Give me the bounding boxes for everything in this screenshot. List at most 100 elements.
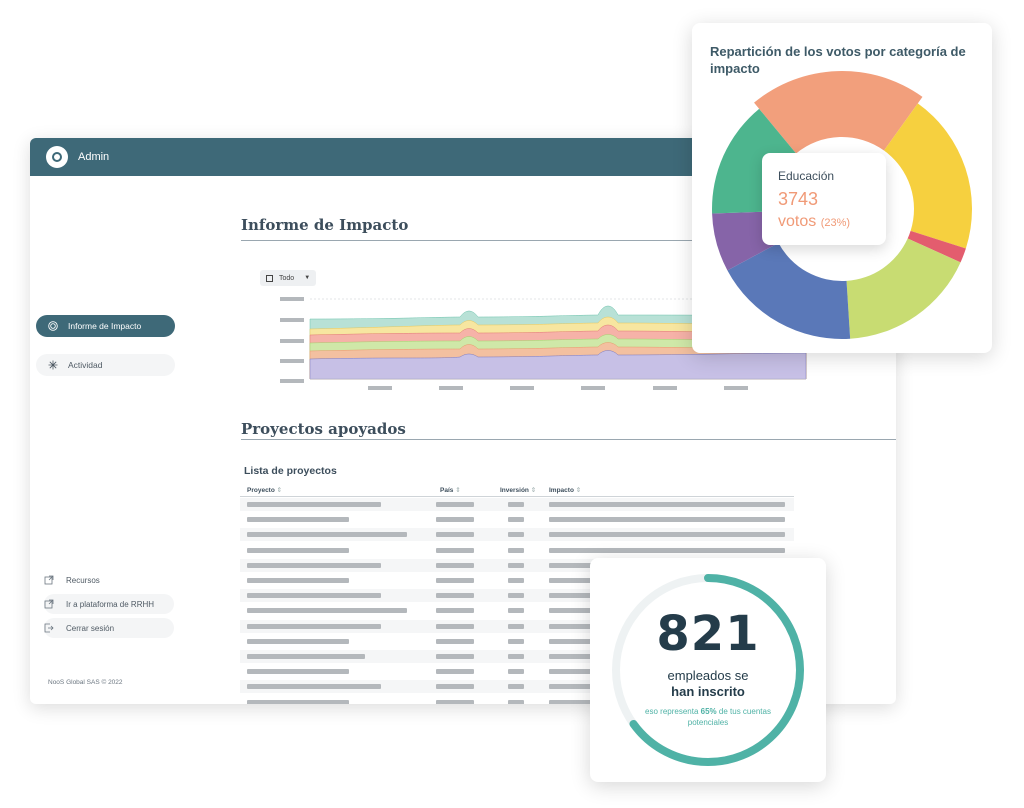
note-text: de tus cuentas potenciales (687, 707, 771, 727)
target-icon (48, 321, 58, 331)
table-row[interactable] (240, 544, 794, 557)
x-tick-placeholders (368, 386, 748, 390)
donut-slice[interactable] (754, 71, 923, 154)
donut-title: Repartición de los votos por categoría d… (710, 44, 966, 76)
progress-ring (612, 574, 804, 766)
cell-placeholder (436, 593, 474, 599)
donut-slice[interactable] (883, 103, 972, 249)
cell-placeholder (436, 654, 474, 659)
donut-slice[interactable] (727, 242, 851, 339)
cell-placeholder (508, 502, 524, 507)
external-link-icon (44, 575, 54, 585)
logo-icon[interactable] (46, 146, 68, 168)
cell-placeholder (508, 669, 524, 675)
link-plataforma-rrhh[interactable]: Ir a plataforma de RRHH (44, 594, 174, 614)
sidebar-item-informe-de-impacto[interactable]: Informe de Impacto (36, 315, 175, 337)
cell-placeholder (508, 532, 524, 538)
cell-placeholder (508, 699, 524, 704)
donut-slice[interactable] (712, 108, 797, 214)
cell-placeholder (247, 623, 381, 629)
cell-placeholder (549, 517, 785, 523)
external-link-icon (44, 599, 54, 609)
column-header-inversion[interactable]: Inversión ⇕ (500, 487, 537, 494)
cell-placeholder (436, 502, 474, 507)
link-label: Ir a plataforma de RRHH (66, 599, 155, 609)
sidebar-item-label: Informe de Impacto (68, 321, 142, 331)
cell-placeholder (508, 593, 524, 599)
column-label: Impacto (549, 487, 574, 494)
cell-placeholder (436, 517, 474, 523)
table-row[interactable] (240, 513, 794, 526)
stat-line-1: empleados se (667, 668, 749, 683)
cell-placeholder (436, 684, 474, 690)
cell-placeholder (508, 517, 524, 523)
cell-placeholder (247, 562, 381, 568)
cell-placeholder (549, 547, 785, 553)
y-tick (280, 379, 304, 383)
tooltip-unit-row: votos (23%) (778, 213, 850, 231)
x-tick (653, 386, 677, 390)
table-row[interactable] (240, 498, 794, 511)
donut-tooltip: Educación 3743 votos (23%) (762, 153, 886, 245)
cell-placeholder (508, 547, 524, 553)
link-cerrar-sesion[interactable]: Cerrar sesión (44, 618, 174, 638)
stat-line-2: han inscrito (671, 684, 745, 699)
chevron-down-icon: ▼ (304, 275, 311, 281)
cell-placeholder (436, 547, 474, 553)
tooltip-category: Educación (778, 169, 835, 183)
cell-placeholder (436, 532, 474, 538)
tooltip-unit: votos (778, 213, 817, 230)
copyright: NooS Global SAS © 2022 (48, 679, 123, 686)
table-row[interactable] (240, 528, 794, 542)
brand-label: Admin (78, 151, 110, 163)
impact-stream-chart (280, 297, 807, 390)
cell-placeholder (549, 532, 785, 538)
cell-placeholder (436, 638, 474, 644)
cell-placeholder (247, 699, 349, 704)
stat-number: 821 (656, 606, 760, 662)
column-header-impacto[interactable]: Impacto ⇕ (549, 487, 582, 494)
table-header-divider (240, 496, 794, 497)
cell-placeholder (508, 608, 524, 614)
cell-placeholder (549, 502, 785, 507)
cell-placeholder (247, 517, 349, 523)
period-filter[interactable]: Todo ▼ (260, 270, 316, 286)
cell-placeholder (508, 578, 524, 583)
cell-placeholder (247, 593, 381, 599)
note-percent: 65% (700, 707, 717, 716)
progress-ring-fill (612, 574, 804, 766)
list-title: Lista de proyectos (244, 465, 337, 477)
sparkle-icon (48, 360, 58, 370)
cell-placeholder (247, 669, 349, 675)
cell-placeholder (508, 562, 524, 568)
filter-label: Todo (279, 274, 295, 282)
column-header-proyecto[interactable]: Proyecto ⇕ (247, 487, 283, 494)
cell-placeholder (247, 547, 349, 553)
votes-donut-card: Repartición de los votos por categoría d… (692, 23, 992, 353)
column-label: País (440, 487, 454, 494)
link-recursos[interactable]: Recursos (44, 570, 174, 590)
cell-placeholder (247, 532, 407, 538)
sidebar-item-label: Actividad (68, 360, 103, 370)
cell-placeholder (247, 654, 365, 659)
cell-placeholder (436, 562, 474, 568)
column-header-pais[interactable]: País ⇕ (440, 487, 461, 494)
sidebar-item-actividad[interactable]: Actividad (36, 354, 175, 376)
donut-slice[interactable] (846, 238, 961, 339)
logout-icon (44, 623, 54, 633)
stat-note: eso representa 65% de tus cuentas potenc… (638, 706, 778, 728)
donut-slice[interactable] (907, 230, 966, 263)
y-tick (280, 339, 304, 343)
x-tick (368, 386, 392, 390)
donut-slice[interactable] (712, 211, 779, 271)
cell-placeholder (436, 608, 474, 614)
cell-placeholder (436, 578, 474, 583)
x-tick (439, 386, 463, 390)
link-label: Recursos (66, 575, 100, 585)
cell-placeholder (508, 623, 524, 629)
cell-placeholder (508, 684, 524, 690)
stream-layer (309, 350, 807, 380)
tooltip-value: 3743 (778, 189, 819, 209)
x-tick (581, 386, 605, 390)
page-title: Informe de Impacto (241, 216, 409, 234)
